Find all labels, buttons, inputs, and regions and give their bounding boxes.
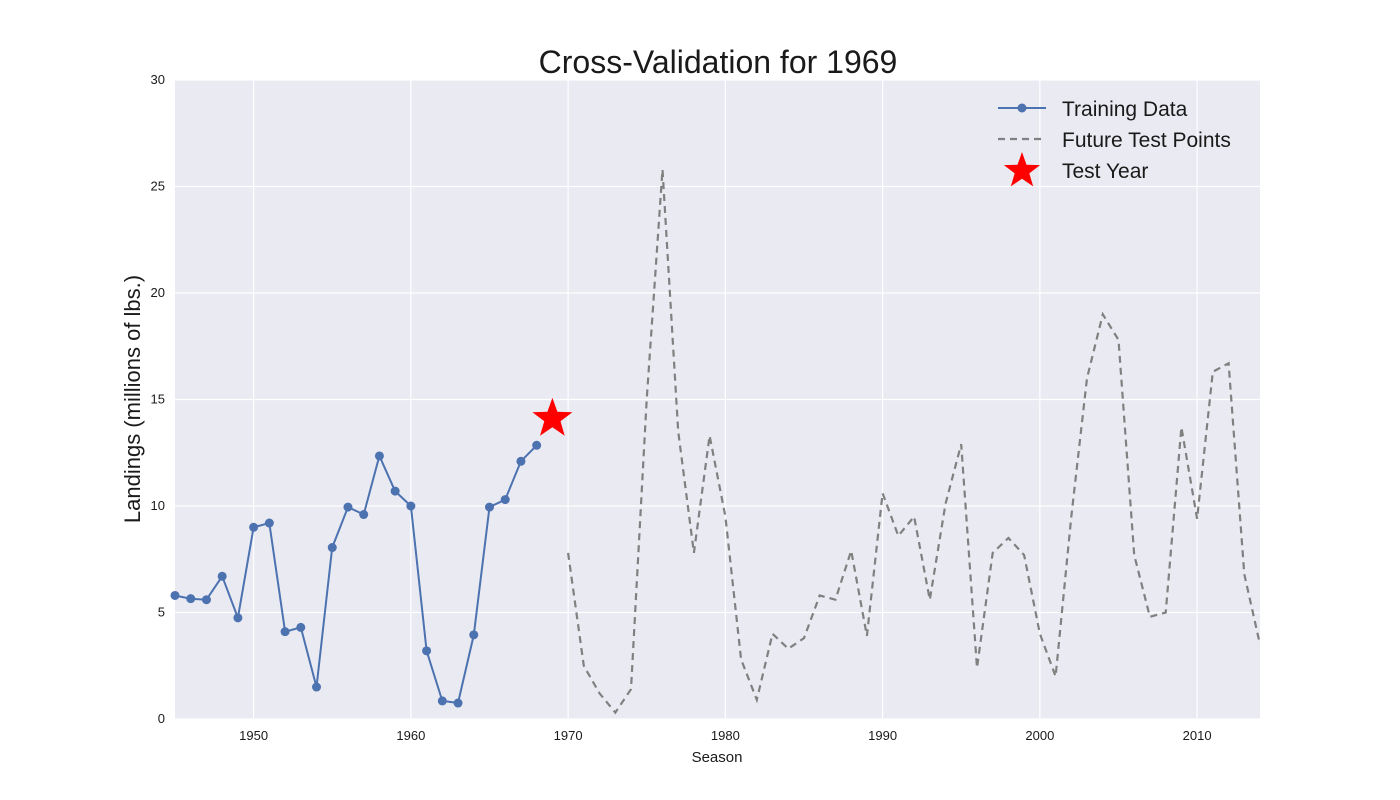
training-point <box>359 510 369 520</box>
training-point <box>280 627 290 637</box>
legend-label-test: Test Year <box>1062 160 1148 183</box>
legend-marker-test-star <box>1003 152 1041 187</box>
training-point <box>516 456 526 466</box>
series-layer <box>170 169 1262 715</box>
legend-label-future: Future Test Points <box>1062 129 1231 152</box>
training-line <box>174 444 538 705</box>
training-point <box>312 682 322 692</box>
x-tick-label: 1970 <box>554 728 583 743</box>
legend-marker-training <box>1017 103 1027 113</box>
future-test-line <box>567 169 1262 715</box>
x-tick-label: 1990 <box>868 728 897 743</box>
training-point <box>406 501 416 511</box>
legend-entry-future: Future Test Points <box>998 129 1231 152</box>
training-point <box>532 440 542 450</box>
training-point <box>437 696 447 706</box>
training-point <box>233 613 243 623</box>
y-tick-label: 20 <box>151 285 165 300</box>
grid-lines <box>175 79 1260 720</box>
training-point <box>374 451 384 461</box>
legend-entry-test: Test Year <box>1003 152 1148 187</box>
chart-title: Cross-Validation for 1969 <box>539 44 898 80</box>
y-tick-label: 25 <box>151 179 165 194</box>
x-tick-label: 2010 <box>1183 728 1212 743</box>
legend-label-training: Training Data <box>1062 98 1188 121</box>
tick-labels: 0 5 10 15 20 25 30 1950 1960 1970 1980 1990 2000 2010 <box>151 72 1212 743</box>
training-point <box>170 590 180 600</box>
training-point <box>453 698 463 708</box>
legend-entry-training: Training Data <box>998 98 1188 121</box>
y-tick-label: 15 <box>151 392 165 407</box>
training-point <box>249 522 259 532</box>
training-point <box>264 518 274 528</box>
legend: Training Data Future Test Points Test Ye… <box>998 98 1231 187</box>
training-point <box>469 630 479 640</box>
training-point <box>422 646 432 656</box>
training-point <box>186 594 196 604</box>
training-point <box>484 502 494 512</box>
test-year-star <box>532 397 573 436</box>
training-point <box>390 486 400 496</box>
y-tick-label: 10 <box>151 498 165 513</box>
x-tick-label: 1950 <box>239 728 268 743</box>
y-tick-label: 30 <box>151 72 165 87</box>
y-axis-label: Landings (millions of lbs.) <box>120 275 145 523</box>
training-point <box>327 543 337 553</box>
x-tick-label: 1980 <box>711 728 740 743</box>
training-point <box>217 571 227 581</box>
training-point <box>296 622 306 632</box>
y-tick-label: 5 <box>158 605 165 620</box>
training-point <box>500 495 510 505</box>
x-tick-label: 2000 <box>1025 728 1054 743</box>
x-axis-label: Season <box>692 749 743 766</box>
y-tick-label: 0 <box>158 711 165 726</box>
x-tick-label: 1960 <box>396 728 425 743</box>
training-point <box>201 595 211 605</box>
training-point <box>343 502 353 512</box>
